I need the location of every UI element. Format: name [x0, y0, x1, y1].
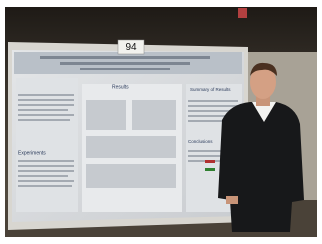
- exit-light: [238, 8, 247, 18]
- section-heading: Conclusions: [188, 139, 213, 144]
- photo: Results Summary of Results Experiments C…: [0, 0, 322, 244]
- suit: [218, 102, 304, 232]
- green-marker: [205, 168, 215, 171]
- poster-column: [16, 78, 78, 212]
- red-marker: [205, 160, 215, 163]
- section-heading: Results: [112, 84, 129, 90]
- section-heading: Experiments: [18, 150, 46, 156]
- section-heading: Summary of Results: [190, 87, 231, 92]
- sign-number: 94: [125, 42, 137, 53]
- hand: [226, 196, 238, 204]
- page: {"sign": {"number": "94"}, "poster": {"s…: [0, 0, 322, 244]
